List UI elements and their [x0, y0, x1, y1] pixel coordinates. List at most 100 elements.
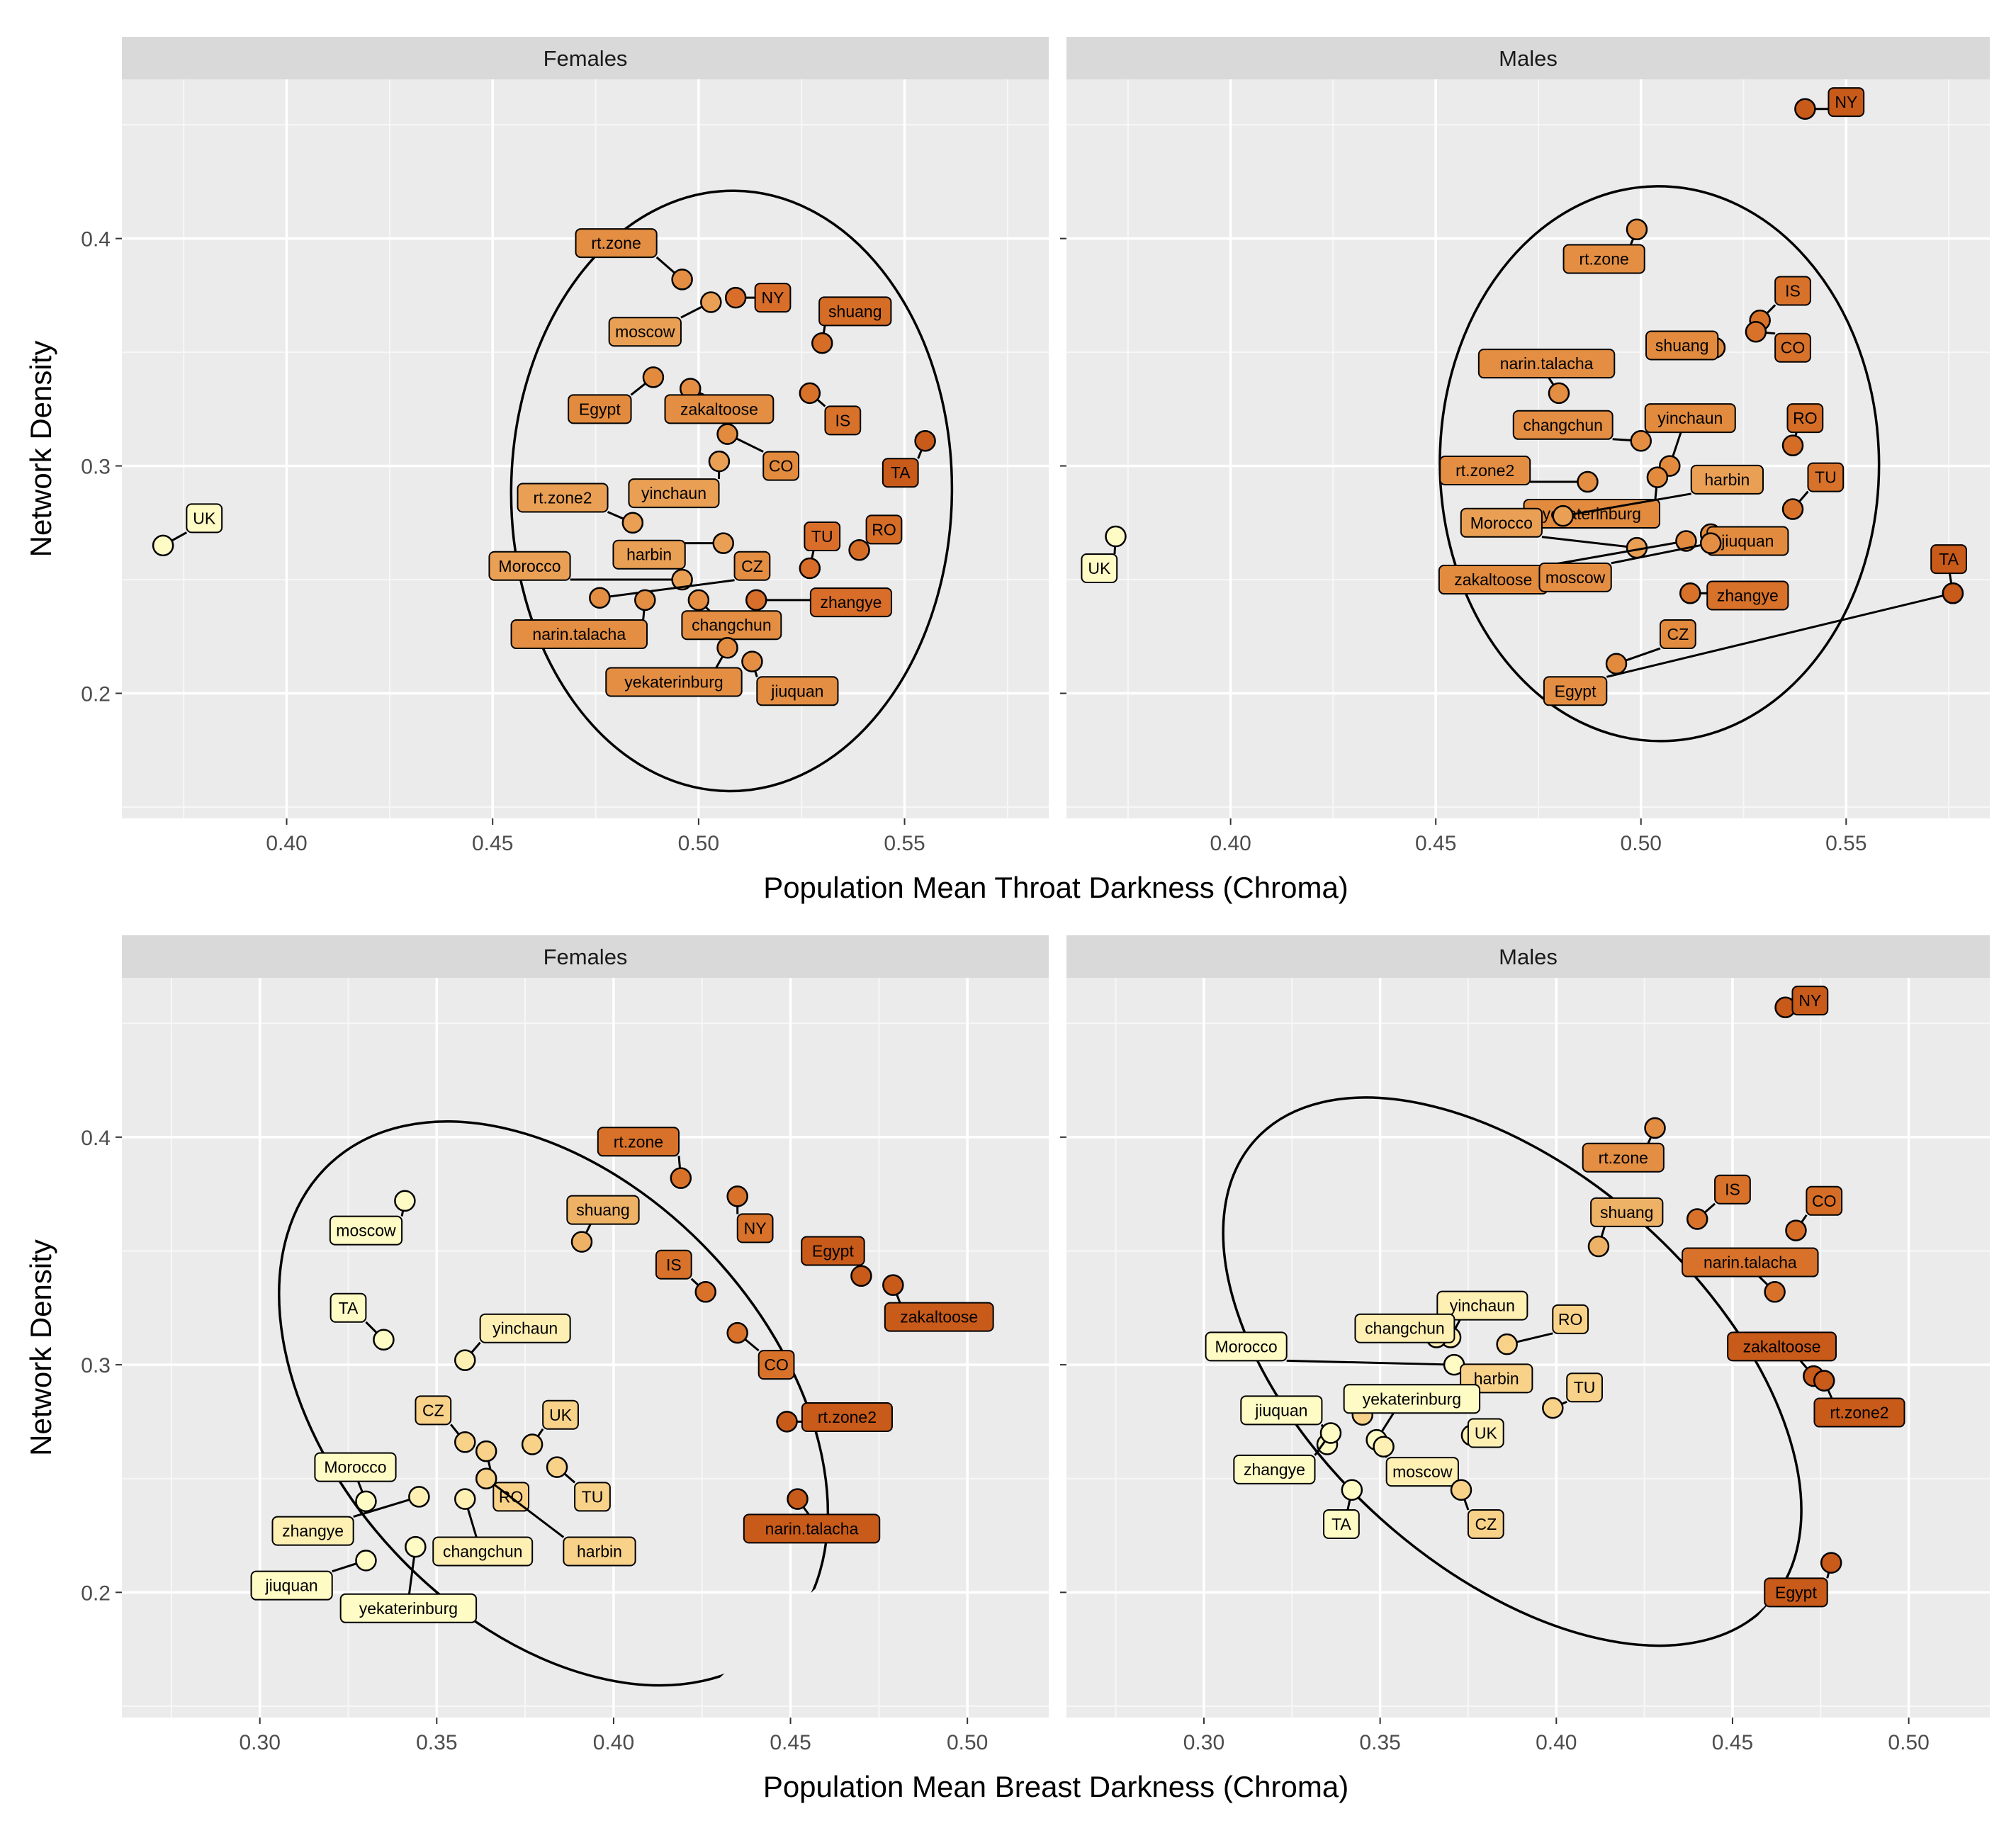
point-label: jiuquan — [1721, 531, 1774, 550]
label-leader — [485, 1477, 565, 1538]
data-point — [716, 423, 738, 445]
data-point — [355, 1550, 377, 1572]
panel-strip-label: Females — [544, 945, 628, 969]
data-point — [1552, 504, 1574, 527]
point-label: jiuquan — [265, 1577, 318, 1595]
y-tick-label: 0.3 — [81, 456, 111, 479]
data-point — [1496, 1333, 1518, 1355]
data-point — [408, 1486, 430, 1508]
x-tick-label: 0.45 — [770, 1731, 811, 1754]
point-label: narin.talacha — [1500, 354, 1594, 373]
point-label-box — [736, 1213, 774, 1244]
point-label: shuang — [1600, 1203, 1653, 1222]
panel-0: Females 0.40 0.45 0.50 0.55 0.2 0.3 0.4 UK rt.zon… — [81, 37, 1049, 855]
y-axis-title: Network Density — [24, 1239, 57, 1456]
x-tick-label: 0.40 — [1210, 832, 1251, 855]
data-point — [475, 1467, 497, 1489]
point-label-box — [1323, 1509, 1360, 1539]
point-label-box — [865, 514, 903, 545]
data-point — [882, 1274, 904, 1296]
data-point — [475, 1440, 497, 1462]
point-label-box — [432, 1536, 534, 1567]
point-label: rt.zone — [591, 234, 641, 252]
data-point — [708, 450, 731, 473]
point-label: CO — [1781, 339, 1806, 357]
data-point — [712, 532, 734, 554]
point-label: shuang — [1655, 336, 1708, 354]
data-point — [521, 1433, 544, 1455]
point-label-box — [1714, 1174, 1751, 1205]
point-label: RO — [1558, 1310, 1583, 1329]
point-label-box — [1562, 244, 1645, 274]
data-point — [694, 1281, 716, 1303]
label-leader — [599, 579, 735, 599]
data-point — [1605, 653, 1628, 675]
point-label-box — [1645, 330, 1719, 361]
x-tick-label: 0.50 — [947, 1731, 988, 1754]
point-label-box — [250, 1570, 333, 1601]
data-point — [741, 650, 763, 672]
point-label: yinchaun — [492, 1319, 558, 1338]
panel-strip-label: Females — [544, 46, 628, 71]
panel-1: Males 0.40 0.45 0.50 0.55 NY rt.zone IS CO shuang… — [1060, 37, 1990, 855]
point-label: shuang — [828, 302, 882, 320]
point-label: Egypt — [812, 1241, 854, 1260]
point-label-box — [1813, 1397, 1905, 1428]
point-label-box — [1566, 1372, 1603, 1403]
x-tick-label: 0.50 — [1621, 832, 1662, 855]
data-point — [799, 382, 821, 405]
data-point — [634, 589, 656, 611]
point-label-box — [1552, 1304, 1589, 1334]
y-tick-label: 0.2 — [81, 682, 111, 706]
panel-strip-label: Males — [1499, 945, 1558, 969]
point-label-box — [1467, 1509, 1504, 1539]
point-label: TU — [1574, 1378, 1596, 1397]
x-tick-label: 0.35 — [1359, 1731, 1400, 1754]
point-label: Egypt — [1555, 682, 1597, 700]
point-label-box — [575, 228, 658, 259]
point-label: CO — [764, 1355, 789, 1374]
point-label-box — [608, 317, 682, 347]
data-point — [454, 1488, 476, 1510]
point-label-box — [1706, 580, 1789, 611]
data-point — [454, 1349, 476, 1371]
y-tick-label: 0.3 — [81, 1354, 111, 1377]
data-point — [1373, 1436, 1395, 1458]
label-leader — [1562, 492, 1691, 517]
data-point — [811, 332, 833, 354]
point-label: NY — [762, 288, 784, 307]
x-tick-label: 0.40 — [266, 832, 307, 855]
point-label-box — [1343, 1384, 1481, 1414]
point-label: NY — [744, 1219, 767, 1237]
point-label: harbin — [1704, 470, 1750, 489]
point-label-box — [1807, 462, 1845, 492]
data-point — [1679, 582, 1701, 604]
point-label: rt.zone — [1599, 1149, 1648, 1167]
point-label-box — [542, 1399, 579, 1430]
point-label-box — [510, 619, 648, 650]
data-point — [1675, 530, 1697, 552]
data-point — [642, 366, 665, 388]
data-point — [1745, 320, 1767, 343]
point-label: Morocco — [324, 1458, 386, 1477]
point-label: TU — [582, 1487, 604, 1506]
label-leader — [1547, 539, 1686, 567]
data-point — [1781, 434, 1804, 456]
point-label: jiuquan — [770, 682, 823, 700]
point-label-box — [415, 1395, 452, 1426]
point-label: changchun — [1523, 416, 1603, 434]
point-label-box — [1582, 1142, 1665, 1173]
point-label: Morocco — [498, 557, 561, 575]
point-label-box — [1644, 403, 1736, 434]
point-label-box — [563, 1536, 636, 1567]
point-label-box — [612, 539, 686, 570]
point-label: CO — [769, 457, 794, 475]
label-leader — [1611, 542, 1711, 565]
data-point — [1450, 1479, 1472, 1501]
point-label: rt.zone — [614, 1132, 663, 1151]
data-point — [1626, 218, 1648, 241]
point-label-box — [1727, 1331, 1837, 1362]
panel-background — [1066, 79, 1990, 818]
point-label: zakaltoose — [1743, 1337, 1821, 1355]
panel-strip — [122, 935, 1049, 978]
